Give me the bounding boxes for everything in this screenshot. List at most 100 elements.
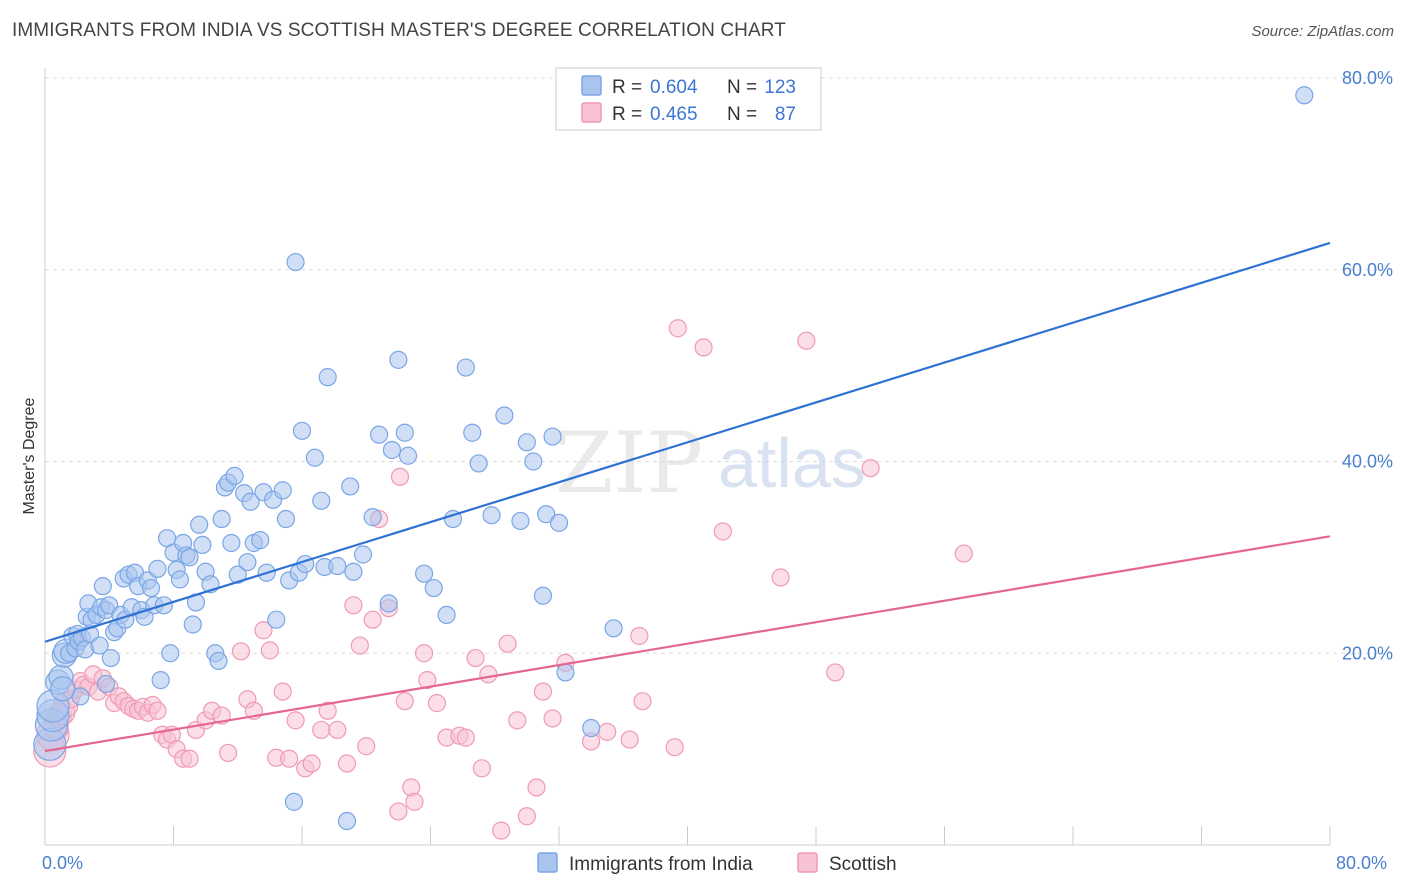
y-tick-label: 40.0% bbox=[1342, 452, 1393, 472]
india-point bbox=[170, 570, 190, 589]
india-point bbox=[90, 636, 109, 655]
india-point bbox=[193, 535, 212, 555]
india-point bbox=[517, 433, 536, 452]
scottish-point bbox=[180, 749, 199, 768]
legend-swatch-india bbox=[581, 75, 602, 96]
india-point bbox=[482, 506, 501, 525]
india-point bbox=[1295, 86, 1314, 105]
india-point bbox=[353, 545, 373, 564]
scottish-point bbox=[231, 642, 251, 661]
scottish-point bbox=[357, 737, 376, 756]
y-tick-label: 20.0% bbox=[1342, 643, 1393, 663]
india-point bbox=[549, 513, 569, 532]
scottish-point bbox=[527, 778, 546, 797]
scottish-point bbox=[713, 522, 732, 541]
india-point bbox=[437, 605, 456, 625]
y-tick-label: 80.0% bbox=[1342, 68, 1393, 88]
scottish-point bbox=[280, 749, 299, 768]
scottish-point bbox=[273, 682, 292, 701]
scottish-point bbox=[954, 544, 973, 563]
scottish-point bbox=[395, 692, 414, 711]
india-point bbox=[389, 350, 408, 369]
scottish-point bbox=[466, 648, 485, 668]
india-point bbox=[318, 368, 337, 387]
india-point bbox=[463, 423, 482, 442]
india-point bbox=[276, 509, 296, 529]
india-point bbox=[341, 477, 360, 496]
x-tick-label-max: 80.0% bbox=[1336, 853, 1387, 873]
legend-n-value-scottish: 87 bbox=[775, 104, 796, 125]
y-tick-labels: 20.0% 40.0% 60.0% 80.0% bbox=[1342, 68, 1393, 663]
legend-n-value-india: 123 bbox=[764, 77, 796, 98]
source-label: Source: ZipAtlas.com bbox=[1251, 23, 1394, 40]
india-point bbox=[101, 648, 120, 668]
scottish-point bbox=[598, 722, 617, 741]
scottish-point bbox=[543, 709, 562, 728]
india-point bbox=[151, 670, 170, 690]
india-point bbox=[190, 515, 209, 534]
scottish-point bbox=[260, 641, 279, 660]
india-point bbox=[50, 676, 76, 702]
india-point bbox=[180, 548, 199, 567]
watermark-atlas: atlas bbox=[718, 424, 866, 502]
series-legend: Immigrants from India Scottish bbox=[537, 852, 897, 875]
scottish-point bbox=[312, 720, 331, 740]
series-legend-label-scottish: Scottish bbox=[829, 854, 897, 875]
watermark: ZIP atlas bbox=[555, 414, 866, 512]
scottish-point bbox=[498, 634, 517, 653]
y-axis-label: Master's Degree bbox=[21, 397, 38, 514]
india-point bbox=[96, 674, 116, 694]
india-point bbox=[495, 406, 514, 425]
scottish-point bbox=[302, 754, 321, 773]
india-point bbox=[228, 565, 247, 584]
scottish-point bbox=[418, 670, 437, 690]
scottish-point bbox=[694, 338, 713, 357]
india-point bbox=[337, 811, 357, 831]
scottish-point bbox=[665, 738, 684, 757]
scottish-point bbox=[533, 682, 553, 701]
india-point bbox=[469, 454, 488, 473]
stats-legend: R = 0.604 N = 123 R = 0.465 N = 87 bbox=[555, 67, 822, 131]
scottish-point bbox=[479, 665, 498, 684]
scottish-point bbox=[328, 720, 347, 740]
scottish-point bbox=[337, 754, 357, 773]
india-trend-line bbox=[44, 241, 1331, 643]
scottish-point bbox=[668, 319, 687, 338]
scottish-point bbox=[318, 701, 337, 720]
india-point bbox=[511, 511, 530, 531]
india-point bbox=[212, 509, 231, 529]
scottish-point bbox=[254, 621, 273, 640]
india-point bbox=[284, 792, 304, 811]
india-point bbox=[141, 578, 161, 598]
india-point bbox=[582, 718, 601, 738]
india-point bbox=[370, 425, 389, 444]
scottish-point bbox=[492, 821, 511, 840]
scottish-point bbox=[826, 663, 845, 682]
india-point bbox=[556, 663, 575, 682]
india-point bbox=[225, 466, 244, 485]
scottish-point bbox=[390, 467, 410, 486]
scottish-point bbox=[633, 692, 652, 711]
legend-n-label-scottish: N = bbox=[727, 104, 762, 125]
india-point bbox=[312, 491, 331, 510]
legend-r-label-scottish: R = bbox=[612, 104, 647, 125]
india-point bbox=[414, 564, 434, 583]
india-point bbox=[183, 615, 202, 634]
india-point bbox=[93, 577, 112, 596]
legend-r-value-scottish: 0.465 bbox=[650, 104, 698, 125]
scottish-point bbox=[456, 728, 475, 747]
legend-swatch-scottish bbox=[581, 102, 602, 123]
scottish-point bbox=[363, 610, 382, 629]
scottish-point bbox=[771, 568, 790, 587]
scottish-point bbox=[414, 644, 434, 663]
scottish-point bbox=[219, 743, 238, 763]
india-point bbox=[292, 421, 312, 440]
trend-lines bbox=[44, 241, 1331, 753]
india-point bbox=[395, 423, 414, 442]
scottish-point bbox=[508, 711, 527, 730]
scottish-point bbox=[797, 331, 816, 350]
scottish-trend-line bbox=[44, 535, 1331, 753]
scottish-point bbox=[350, 636, 369, 655]
india-point bbox=[604, 619, 623, 638]
india-point bbox=[328, 556, 347, 576]
